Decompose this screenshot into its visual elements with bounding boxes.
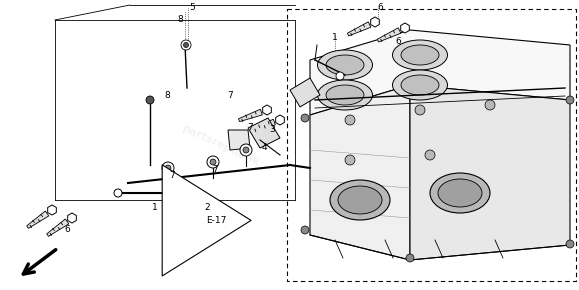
Ellipse shape bbox=[393, 40, 448, 70]
Circle shape bbox=[243, 147, 249, 153]
Circle shape bbox=[191, 189, 199, 197]
Polygon shape bbox=[276, 115, 284, 125]
Text: 7: 7 bbox=[247, 124, 253, 133]
Ellipse shape bbox=[317, 50, 372, 80]
Circle shape bbox=[301, 114, 309, 122]
Circle shape bbox=[345, 115, 355, 125]
Text: 1: 1 bbox=[152, 202, 158, 211]
Ellipse shape bbox=[330, 180, 390, 220]
Text: 4: 4 bbox=[261, 144, 267, 153]
Circle shape bbox=[184, 43, 189, 48]
Text: 5: 5 bbox=[189, 3, 195, 12]
Ellipse shape bbox=[401, 75, 439, 95]
Text: 3: 3 bbox=[269, 126, 275, 135]
Ellipse shape bbox=[317, 80, 372, 110]
Text: 6: 6 bbox=[395, 37, 401, 46]
Polygon shape bbox=[347, 22, 371, 36]
Circle shape bbox=[114, 189, 122, 197]
Text: 8: 8 bbox=[177, 15, 183, 24]
Polygon shape bbox=[251, 119, 276, 132]
Circle shape bbox=[566, 96, 574, 104]
Text: 7: 7 bbox=[169, 171, 175, 180]
Text: 7: 7 bbox=[212, 166, 218, 175]
Polygon shape bbox=[290, 78, 320, 107]
Polygon shape bbox=[68, 213, 76, 223]
Polygon shape bbox=[410, 85, 570, 260]
Ellipse shape bbox=[338, 186, 382, 214]
Circle shape bbox=[207, 156, 219, 168]
Text: partsrepublik: partsrepublik bbox=[179, 123, 261, 167]
Circle shape bbox=[566, 240, 574, 248]
Circle shape bbox=[165, 165, 171, 171]
Polygon shape bbox=[371, 17, 379, 27]
Polygon shape bbox=[27, 211, 49, 228]
Polygon shape bbox=[263, 105, 272, 115]
Text: 7: 7 bbox=[227, 90, 233, 99]
Circle shape bbox=[415, 105, 425, 115]
Circle shape bbox=[240, 144, 252, 156]
Ellipse shape bbox=[401, 45, 439, 65]
FancyArrowPatch shape bbox=[162, 165, 251, 276]
Text: 6: 6 bbox=[377, 3, 383, 12]
Text: 8: 8 bbox=[164, 90, 170, 99]
Circle shape bbox=[485, 100, 495, 110]
Polygon shape bbox=[47, 219, 69, 236]
Polygon shape bbox=[248, 118, 280, 148]
Polygon shape bbox=[378, 28, 401, 42]
Ellipse shape bbox=[393, 70, 448, 100]
Circle shape bbox=[146, 96, 154, 104]
Ellipse shape bbox=[326, 55, 364, 75]
Circle shape bbox=[345, 155, 355, 165]
Circle shape bbox=[425, 150, 435, 160]
Circle shape bbox=[210, 159, 216, 165]
Circle shape bbox=[181, 40, 191, 50]
Circle shape bbox=[301, 226, 309, 234]
Circle shape bbox=[406, 254, 414, 262]
Bar bbox=[287, 9, 576, 281]
Text: 6: 6 bbox=[64, 226, 70, 235]
Ellipse shape bbox=[430, 173, 490, 213]
Ellipse shape bbox=[326, 85, 364, 105]
Polygon shape bbox=[401, 23, 409, 33]
Text: 2: 2 bbox=[204, 202, 210, 211]
Text: E-17: E-17 bbox=[207, 216, 227, 225]
Polygon shape bbox=[228, 130, 250, 150]
Polygon shape bbox=[310, 30, 570, 115]
Circle shape bbox=[162, 162, 174, 174]
Ellipse shape bbox=[438, 179, 482, 207]
Polygon shape bbox=[239, 109, 262, 122]
Polygon shape bbox=[47, 205, 56, 215]
Circle shape bbox=[196, 194, 208, 206]
Polygon shape bbox=[310, 85, 410, 260]
Text: 1: 1 bbox=[332, 34, 338, 43]
Circle shape bbox=[336, 72, 344, 80]
